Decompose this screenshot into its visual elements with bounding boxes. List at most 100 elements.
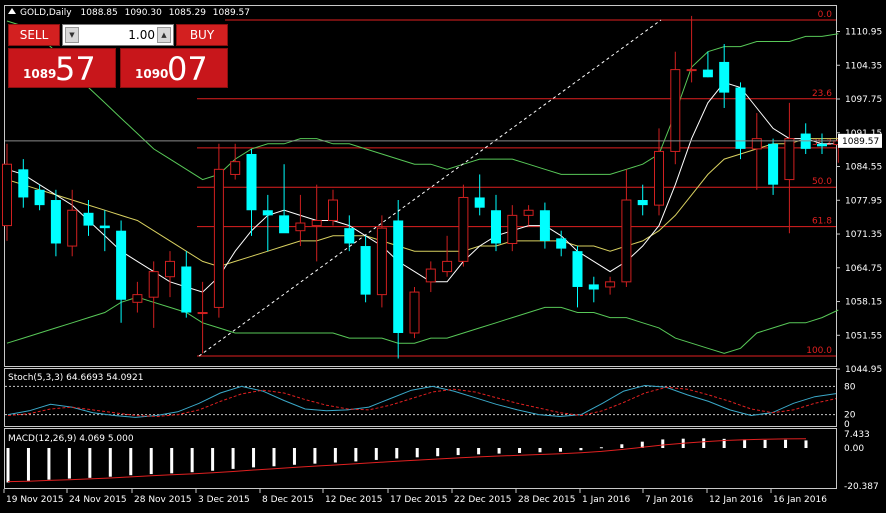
candle (181, 251, 192, 318)
candle-body (539, 210, 550, 241)
macd-histogram-bar (743, 439, 747, 448)
macd-histogram-bar (456, 448, 460, 456)
candle (637, 184, 648, 216)
candle (735, 82, 746, 160)
time-tick-label: 22 Dec 2015 (454, 495, 512, 505)
candle-body (181, 266, 192, 313)
candle (328, 189, 338, 226)
buy-price-box[interactable]: 1090 07 (120, 48, 228, 88)
trend-line[interactable] (198, 19, 662, 357)
candle-body (719, 61, 730, 93)
macd-histogram-bar (6, 448, 10, 483)
price-tick-label: 1071.35 (845, 230, 882, 240)
macd-histogram-bar (374, 448, 378, 460)
symbol-timeframe: GOLD,Daily (20, 8, 72, 18)
candle-body (213, 168, 224, 308)
candle-body (2, 163, 12, 227)
candle-body (230, 161, 241, 175)
candle-body (572, 251, 583, 287)
dashed-trend-line (198, 19, 662, 357)
candle-body (279, 215, 290, 234)
macd-histogram-bar (395, 448, 399, 459)
candle (539, 202, 550, 249)
candle (132, 281, 143, 313)
price-tick-label: 1077.95 (845, 196, 882, 206)
macd-histogram-bar (108, 448, 112, 477)
sell-button[interactable]: SELL (8, 24, 60, 46)
candle (116, 220, 127, 323)
lot-increase-arrow-icon[interactable]: ▲ (157, 27, 171, 43)
macd-histogram-bar (599, 447, 603, 449)
lot-decrease-arrow-icon[interactable]: ▼ (65, 27, 79, 43)
sell-price-prefix: 1089 (23, 67, 57, 81)
price-tick-label: 1097.75 (845, 95, 882, 105)
time-tick-label: 12 Dec 2015 (325, 495, 383, 505)
candle (670, 51, 681, 165)
macd-histogram-bar (722, 438, 726, 448)
macd-histogram-bar (518, 448, 522, 454)
candle-body (702, 69, 713, 78)
fibo-level-label: 23.6 (812, 89, 832, 99)
time-tick-label: 1 Jan 2016 (582, 495, 630, 505)
lot-size-control: ▼ ▲ (62, 24, 174, 46)
time-tick-label: 3 Dec 2015 (198, 495, 250, 505)
stoch-axis-label: 80 (844, 382, 856, 392)
price-tick-label: 1044.95 (845, 365, 882, 375)
lot-size-input[interactable] (81, 27, 157, 43)
candle (556, 230, 567, 257)
candlestick-series (2, 15, 844, 359)
macd-histogram-bar (47, 448, 51, 480)
candle (784, 102, 795, 234)
stoch-header: Stoch(5,3,3) 64.6693 54.0921 (8, 373, 143, 383)
macd-histogram-bar (354, 448, 358, 462)
ohlc-high: 1090.30 (125, 8, 162, 18)
candle (148, 261, 159, 328)
candle-body (311, 219, 322, 227)
fibo-level-label: 61.8 (812, 217, 832, 227)
macd-histogram-bar (26, 448, 30, 481)
fibo-level-label: 50.0 (812, 177, 832, 187)
macd-histogram-bar (129, 448, 133, 476)
sell-price-pips: 57 (55, 50, 96, 88)
ohlc-close: 1089.57 (213, 8, 250, 18)
macd-axis-label: -20.387 (844, 482, 879, 492)
time-tick-label: 16 Jan 2016 (773, 495, 827, 505)
candle-body (246, 153, 257, 211)
time-tick-label: 19 Nov 2015 (6, 495, 64, 505)
sell-price-box[interactable]: 1089 57 (8, 48, 116, 88)
one-click-trading-panel: SELL ▼ ▲ BUY 1089 57 1090 07 (8, 24, 228, 88)
candle (719, 44, 730, 108)
macd-histogram-bar (784, 439, 788, 448)
time-tick-label: 12 Jan 2016 (709, 495, 763, 505)
price-axis: 1110.95 1104.35 1097.75 1091.15 1084.55 1077.… (836, 28, 882, 375)
buy-button[interactable]: BUY (176, 24, 228, 46)
price-tick-label: 1058.15 (845, 298, 882, 308)
macd-histogram-bar (313, 448, 317, 464)
candle-body (556, 238, 567, 249)
candle (702, 51, 713, 78)
buy-price-prefix: 1090 (135, 67, 169, 81)
current-price: 1089.57 (5, 133, 882, 148)
candle-body (409, 291, 420, 334)
candle-body (588, 284, 599, 290)
candle-body (491, 210, 501, 244)
candle-body (262, 210, 273, 216)
candle (311, 184, 322, 262)
price-tick-label: 1104.35 (845, 61, 882, 71)
candle-body (148, 271, 159, 298)
candle (458, 184, 469, 267)
candle-body (751, 138, 762, 150)
price-tick-label: 1091.15 (845, 129, 882, 139)
macd-histogram-bar (292, 448, 296, 465)
ohlc-open: 1088.85 (81, 8, 118, 18)
collapse-triangle-icon[interactable] (8, 8, 16, 14)
ma-fast-line (6, 81, 839, 293)
candle (230, 143, 241, 180)
svg-text:GOLD,Daily 1088.85: GOLD,Daily 1088.85 1090.30 1085.29 1089.… (20, 8, 250, 18)
candle-body (83, 212, 94, 226)
candle-body (295, 222, 306, 232)
macd-histogram-bar (190, 448, 194, 473)
candle-body (165, 260, 175, 278)
